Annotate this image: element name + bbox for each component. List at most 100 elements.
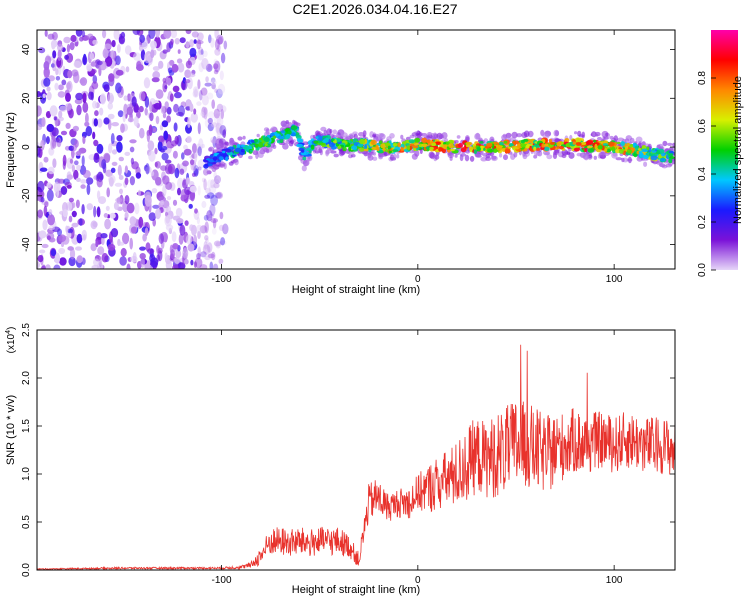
noise-point	[71, 69, 79, 77]
ridge-halo-point	[372, 134, 376, 138]
ridge-point	[646, 146, 650, 151]
ridge-halo-point	[396, 153, 400, 159]
noise-point	[162, 112, 167, 119]
noise-point	[104, 218, 111, 230]
ridge-point	[574, 137, 582, 143]
noise-point	[204, 82, 212, 87]
noise-point	[171, 231, 177, 243]
snr-series-line	[37, 344, 675, 570]
noise-point	[84, 121, 90, 127]
spectrogram-y-axis-label: Frequency (Hz)	[5, 112, 17, 188]
noise-point	[51, 59, 57, 72]
noise-point	[50, 249, 57, 257]
noise-point	[196, 148, 200, 154]
ridge-halo-point	[605, 132, 609, 137]
snr-y-axis-label: SNR (10 * v/v)	[5, 395, 17, 465]
noise-point	[60, 186, 68, 195]
noise-point	[197, 247, 201, 254]
ridge-point	[522, 138, 529, 142]
noise-point	[182, 247, 189, 259]
ridge-halo-point	[583, 153, 589, 161]
noise-point	[107, 243, 116, 251]
noise-point	[191, 31, 199, 38]
ridge-point	[296, 143, 303, 148]
ridge-halo-point	[465, 135, 470, 142]
ridge-halo-point	[662, 140, 668, 147]
noise-point	[204, 221, 209, 234]
ridge-halo-point	[469, 155, 475, 162]
noise-point	[166, 141, 171, 149]
ridge-halo-point	[215, 145, 221, 149]
ridge-point	[222, 150, 226, 154]
noise-point	[72, 202, 76, 209]
ridge-point	[533, 146, 537, 151]
noise-point	[201, 94, 209, 106]
noise-point	[129, 146, 135, 153]
ridge-point	[421, 137, 428, 143]
noise-point	[158, 60, 164, 69]
ridge-halo-point	[540, 129, 545, 136]
noise-point	[177, 177, 184, 189]
noise-point	[133, 116, 139, 127]
ridge-point	[602, 143, 608, 146]
ridge-halo-point	[615, 157, 623, 161]
noise-point	[207, 111, 215, 119]
noise-point	[102, 30, 107, 39]
noise-point	[157, 140, 163, 152]
noise-point	[211, 227, 217, 235]
noise-point	[201, 111, 207, 118]
noise-point	[93, 153, 100, 163]
noise-point	[187, 243, 195, 252]
spectrogram-frame	[36, 29, 676, 270]
noise-point	[215, 122, 223, 135]
ridge-point	[520, 143, 526, 148]
ridge-point	[263, 137, 270, 143]
colorbar-gradient	[711, 30, 738, 270]
noise-point	[40, 139, 45, 150]
noise-point	[58, 110, 63, 119]
ridge-point	[287, 130, 292, 135]
noise-point	[46, 235, 51, 240]
noise-point	[199, 225, 208, 234]
noise-point	[62, 209, 68, 218]
noise-point	[144, 107, 148, 116]
noise-point	[93, 139, 99, 147]
noise-point	[56, 56, 63, 69]
colorbar: 0.0 0.2 0.4 0.6 0.8 Normalized spectral ampl…	[697, 30, 744, 277]
noise-point	[155, 208, 161, 220]
noise-point	[172, 243, 179, 250]
ridge-halo-point	[400, 134, 404, 140]
figure-title: C2E1.2026.034.04.16.E27	[292, 1, 457, 17]
noise-point	[202, 244, 211, 255]
noise-point	[136, 110, 141, 119]
snr-y-tick-label: 2.5	[21, 323, 32, 337]
noise-point	[187, 117, 191, 128]
noise-point	[145, 163, 150, 175]
ridge-point	[240, 148, 245, 153]
noise-point	[191, 224, 197, 236]
noise-point	[111, 149, 118, 155]
noise-point	[182, 160, 189, 167]
noise-point	[152, 66, 160, 71]
snr-y-tick-label: 1.0	[21, 467, 32, 481]
ridge-point	[499, 142, 504, 145]
noise-point	[158, 233, 164, 245]
ridge-point	[317, 139, 324, 144]
ridge-halo-point	[203, 168, 209, 176]
ridge-halo-point	[234, 159, 239, 166]
ridge-halo-point	[208, 146, 215, 152]
noise-point	[150, 40, 157, 49]
noise-point	[43, 156, 49, 163]
noise-point	[185, 60, 192, 69]
noise-point	[197, 246, 201, 259]
noise-point	[222, 223, 229, 235]
noise-point	[99, 107, 104, 116]
noise-point	[43, 77, 51, 87]
noise-point	[213, 263, 219, 269]
noise-point	[88, 91, 94, 100]
noise-point	[185, 177, 190, 186]
noise-point	[129, 237, 133, 250]
ridge-halo-point	[576, 152, 582, 157]
noise-point	[125, 66, 130, 73]
ridge-point	[254, 138, 258, 143]
